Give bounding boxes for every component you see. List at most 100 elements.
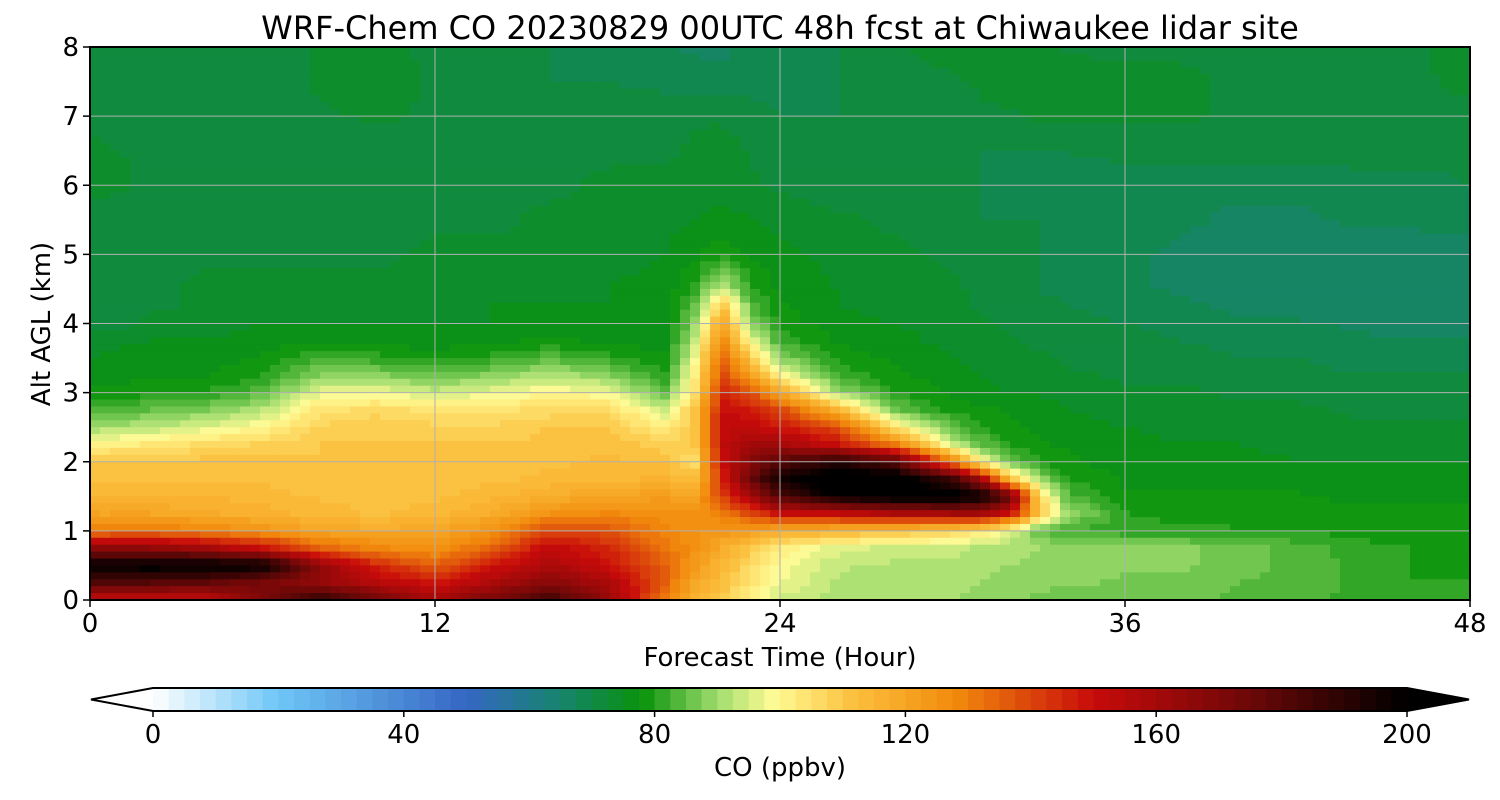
heatmap-cell <box>1390 116 1401 124</box>
heatmap-cell <box>980 109 991 117</box>
heatmap-cell <box>460 47 471 55</box>
heatmap-cell <box>390 185 401 193</box>
heatmap-cell <box>540 275 551 283</box>
heatmap-cell <box>260 205 271 214</box>
heatmap-cell <box>930 74 941 83</box>
heatmap-cell <box>90 261 101 269</box>
heatmap-cell <box>670 275 681 283</box>
heatmap-cell <box>280 185 291 193</box>
heatmap-cell <box>1460 129 1470 138</box>
heatmap-cell <box>770 219 781 228</box>
heatmap-cell <box>1190 240 1201 249</box>
heatmap-cell <box>800 212 811 221</box>
heatmap-cell <box>640 192 651 200</box>
heatmap-cell <box>1200 288 1211 297</box>
heatmap-cell <box>330 254 341 262</box>
heatmap-cell <box>330 185 341 193</box>
heatmap-cell <box>1260 178 1271 186</box>
heatmap-cell <box>920 192 931 200</box>
heatmap-cell <box>1340 199 1351 207</box>
heatmap-cell <box>720 74 731 83</box>
heatmap-cell <box>1050 261 1061 269</box>
heatmap-cell <box>1360 171 1371 179</box>
heatmap-cell <box>1050 102 1061 110</box>
heatmap-cell <box>740 268 751 276</box>
heatmap-cell <box>360 275 371 283</box>
heatmap-cell <box>950 282 961 290</box>
heatmap-cell <box>210 95 221 103</box>
heatmap-cell <box>1380 240 1391 249</box>
heatmap-cell <box>1250 268 1261 276</box>
heatmap-cell <box>450 53 461 62</box>
heatmap-cell <box>940 233 951 242</box>
heatmap-cell <box>540 47 551 55</box>
heatmap-cell <box>1030 226 1041 235</box>
heatmap-cell <box>1020 185 1031 193</box>
heatmap-cell <box>700 74 711 83</box>
heatmap-cell <box>1180 205 1191 214</box>
heatmap-cell <box>410 247 421 255</box>
heatmap-cell <box>950 60 961 69</box>
heatmap-cell <box>1210 240 1221 249</box>
heatmap-cell <box>970 109 981 117</box>
heatmap-cell <box>940 157 951 166</box>
heatmap-cell <box>340 199 351 207</box>
heatmap-cell <box>1010 157 1021 166</box>
heatmap-cell <box>410 67 421 76</box>
heatmap-cell <box>870 116 881 124</box>
heatmap-cell <box>1240 123 1251 131</box>
heatmap-cell <box>730 247 741 255</box>
heatmap-cell <box>1040 150 1051 159</box>
heatmap-cell <box>1000 219 1011 228</box>
heatmap-cell <box>1030 171 1041 179</box>
heatmap-cell <box>500 233 511 242</box>
heatmap-cell <box>990 247 1001 255</box>
heatmap-cell <box>1080 95 1091 103</box>
heatmap-cell <box>790 185 801 193</box>
heatmap-cell <box>620 254 631 262</box>
heatmap-cell <box>1210 123 1221 131</box>
heatmap-cell <box>380 67 391 76</box>
heatmap-cell <box>180 295 191 304</box>
heatmap-cell <box>880 192 891 200</box>
heatmap-cell <box>1400 199 1411 207</box>
heatmap-cell <box>190 192 201 200</box>
heatmap-cell <box>440 129 451 138</box>
heatmap-cell <box>590 157 601 166</box>
heatmap-cell <box>1260 240 1271 249</box>
heatmap-cell <box>190 150 201 159</box>
heatmap-cell <box>1110 171 1121 179</box>
heatmap-cell <box>1400 233 1411 242</box>
heatmap-cell <box>230 282 241 290</box>
heatmap-cell <box>390 88 401 96</box>
heatmap-cell <box>1340 81 1351 90</box>
heatmap-cell <box>1290 136 1301 145</box>
heatmap-cell <box>890 157 901 166</box>
heatmap-cell <box>560 288 571 297</box>
heatmap-cell <box>1090 109 1101 117</box>
heatmap-cell <box>480 212 491 221</box>
heatmap-cell <box>190 233 201 242</box>
heatmap-cell <box>600 205 611 214</box>
heatmap-cell <box>740 219 751 228</box>
heatmap-cell <box>810 268 821 276</box>
heatmap-cell <box>320 164 331 173</box>
heatmap-cell <box>1060 47 1071 55</box>
heatmap-cell <box>1090 157 1101 166</box>
heatmap-cell <box>790 109 801 117</box>
heatmap-cell <box>940 143 951 152</box>
heatmap-cell <box>650 109 661 117</box>
heatmap-cell <box>130 88 141 96</box>
heatmap-cell <box>620 226 631 235</box>
heatmap-cell <box>1410 102 1421 110</box>
heatmap-cell <box>1170 233 1181 242</box>
heatmap-cell <box>1020 143 1031 152</box>
heatmap-cell <box>780 171 791 179</box>
heatmap-cell <box>100 164 111 173</box>
heatmap-cell <box>470 254 481 262</box>
heatmap-cell <box>740 240 751 249</box>
heatmap-cell <box>290 275 301 283</box>
heatmap-cell <box>1430 240 1441 249</box>
heatmap-cell <box>440 109 451 117</box>
heatmap-cell <box>1180 123 1191 131</box>
